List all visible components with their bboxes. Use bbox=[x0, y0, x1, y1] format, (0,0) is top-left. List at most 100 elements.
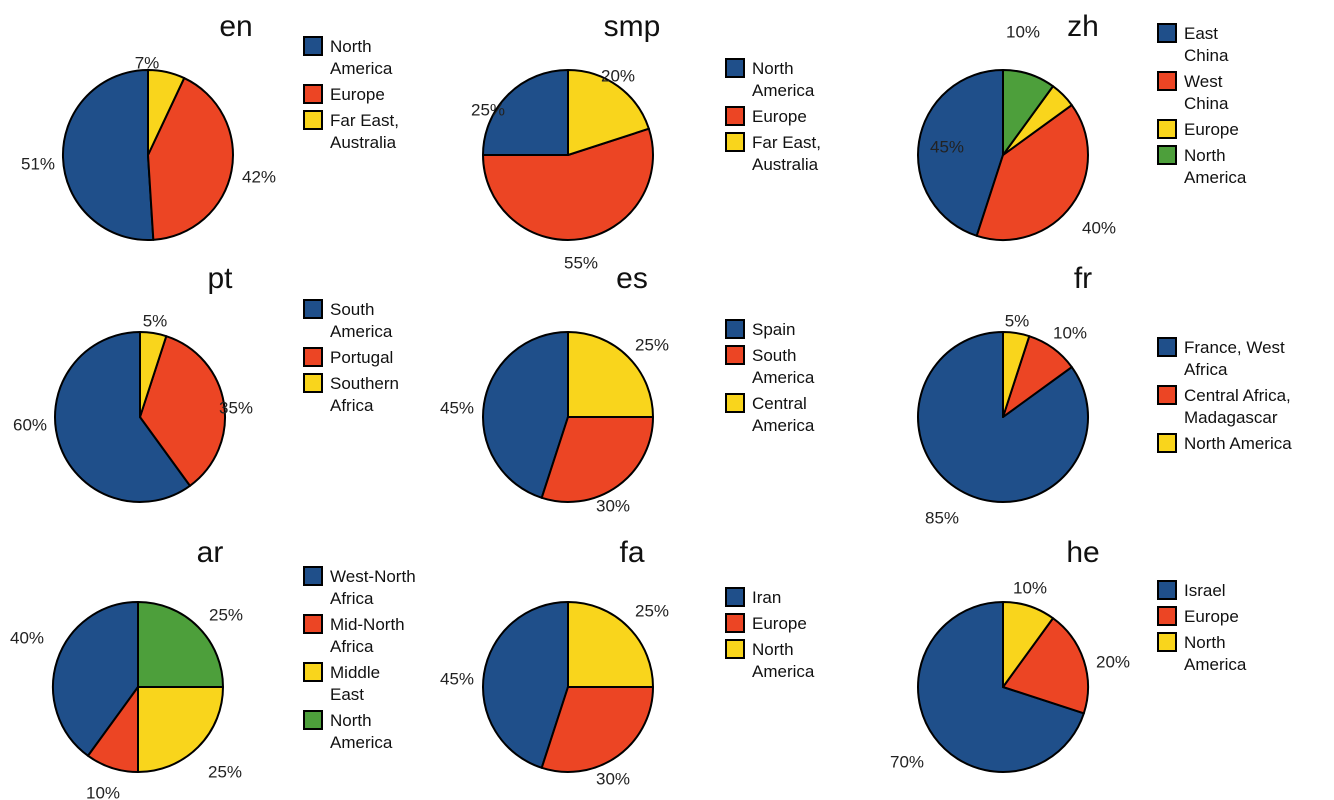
slice-percent-label: 40% bbox=[1082, 218, 1116, 237]
slice-percent-label: 45% bbox=[930, 137, 964, 156]
legend-label: North bbox=[752, 640, 794, 659]
slice-percent-label: 55% bbox=[564, 253, 598, 272]
pie-panel-he: he 70% 20% 10% Israel Europe North America bbox=[890, 536, 1247, 773]
slice-percent-label: 85% bbox=[925, 508, 959, 527]
pie-title: smp bbox=[604, 10, 661, 43]
slice-percent-label: 25% bbox=[208, 762, 242, 781]
pie-slice bbox=[975, 104, 1090, 241]
legend-label: America bbox=[752, 368, 815, 387]
legend-label: Central Africa, bbox=[1184, 386, 1291, 405]
legend-swatch bbox=[725, 132, 745, 152]
legend-label: Europe bbox=[330, 85, 385, 104]
legend-label: Spain bbox=[752, 320, 795, 339]
slice-percent-label: 10% bbox=[86, 783, 120, 800]
pie-slice bbox=[52, 601, 139, 757]
legend-swatch bbox=[725, 639, 745, 659]
slice-percent-label: 70% bbox=[890, 752, 924, 771]
slice-percent-label: 25% bbox=[635, 601, 669, 620]
pie-slice bbox=[1002, 331, 1031, 418]
legend-label: America bbox=[752, 81, 815, 100]
legend-label: Mid-North bbox=[330, 615, 405, 634]
slice-percent-label: 51% bbox=[21, 154, 55, 173]
legend-swatch bbox=[725, 319, 745, 339]
legend-label: Africa bbox=[1184, 360, 1228, 379]
legend-label: North bbox=[1184, 146, 1226, 165]
legend-swatch bbox=[1157, 119, 1177, 139]
pie-panel-fr: fr 85% 10% 5% France, West Africa Central Afri… bbox=[917, 262, 1292, 527]
legend-swatch bbox=[1157, 23, 1177, 43]
pie-slice bbox=[482, 601, 569, 769]
legend-swatch bbox=[1157, 385, 1177, 405]
pie-panel-fa: fa 45% 30% 25% Iran Europe North America bbox=[440, 536, 815, 789]
slice-percent-label: 10% bbox=[1006, 22, 1040, 41]
legend-label: China bbox=[1184, 94, 1229, 113]
pie-title: es bbox=[616, 262, 648, 295]
pie-panel-zh: zh45%40%5%10%EastChinaWestChinaEuropeNor… bbox=[917, 10, 1247, 241]
slice-percent-label: 25% bbox=[635, 335, 669, 354]
pie-title: en bbox=[219, 10, 252, 43]
legend-swatch bbox=[1157, 580, 1177, 600]
legend-label: Africa bbox=[330, 396, 374, 415]
legend-label: China bbox=[1184, 46, 1229, 65]
pie-slice bbox=[137, 686, 224, 773]
legend-label: America bbox=[1184, 655, 1247, 674]
pie-slice bbox=[540, 416, 654, 503]
pie-panel-es: es 45% 30% 25% Spain South America Central Ameri… bbox=[440, 262, 815, 516]
legend-label: Portugal bbox=[330, 348, 393, 367]
slice-percent-label: 42% bbox=[242, 167, 276, 186]
legend-label: Middle bbox=[330, 663, 380, 682]
pie-slice bbox=[567, 69, 650, 156]
legend-label: Israel bbox=[1184, 581, 1226, 600]
legend-swatch bbox=[303, 36, 323, 56]
legend-label: West bbox=[1184, 72, 1223, 91]
pie-title: he bbox=[1066, 536, 1099, 569]
legend-label: America bbox=[1184, 168, 1247, 187]
pie-panel-en: en 51% 42% 7% North America Europe Far East, Aus… bbox=[21, 10, 399, 241]
legend-label: South bbox=[330, 300, 374, 319]
pie-title: zh bbox=[1067, 10, 1099, 43]
pie-slice bbox=[1002, 617, 1089, 715]
legend-label: Europe bbox=[752, 614, 807, 633]
legend-label: Central bbox=[752, 394, 807, 413]
pie-title: fa bbox=[619, 536, 644, 569]
slice-percent-label: 25% bbox=[209, 605, 243, 624]
pie-panel-smp: smp 25% 55% 20% North America Europe Far East, A… bbox=[471, 10, 821, 273]
legend-label: North bbox=[752, 59, 794, 78]
slice-percent-label: 30% bbox=[596, 496, 630, 515]
pie-slice bbox=[54, 331, 191, 503]
pie-slice bbox=[147, 69, 186, 156]
slice-percent-label: 20% bbox=[1096, 652, 1130, 671]
legend-label: North bbox=[330, 711, 372, 730]
legend-swatch bbox=[725, 587, 745, 607]
pie-slice bbox=[62, 69, 155, 241]
legend-swatch bbox=[303, 566, 323, 586]
pie-slice bbox=[1002, 69, 1054, 156]
legend-swatch bbox=[1157, 433, 1177, 453]
pie-panel-ar: ar 40% 10% 25% 25% West-North Africa Mid-North A… bbox=[10, 536, 416, 800]
pie-slice bbox=[567, 601, 654, 688]
legend-label: America bbox=[752, 416, 815, 435]
legend-label: America bbox=[330, 733, 393, 752]
legend-label: West-North bbox=[330, 567, 416, 586]
pie-title: pt bbox=[207, 262, 233, 295]
pie-slice bbox=[147, 77, 234, 241]
legend-label: Africa bbox=[330, 589, 374, 608]
legend-label: South bbox=[752, 346, 796, 365]
legend-swatch bbox=[725, 613, 745, 633]
slice-percent-label: 35% bbox=[219, 398, 253, 417]
slice-percent-label: 10% bbox=[1053, 323, 1087, 342]
legend-label: Africa bbox=[330, 637, 374, 656]
legend-swatch bbox=[303, 299, 323, 319]
pie-title: ar bbox=[197, 536, 224, 569]
legend-label: America bbox=[330, 322, 393, 341]
legend-label: America bbox=[330, 59, 393, 78]
legend-label: North bbox=[1184, 633, 1226, 652]
slice-percent-label: 30% bbox=[596, 769, 630, 788]
pie-slice bbox=[1002, 601, 1054, 688]
legend-swatch bbox=[303, 710, 323, 730]
pie-slice bbox=[567, 331, 654, 418]
slice-percent-label: 5% bbox=[1005, 311, 1030, 330]
legend-label: America bbox=[752, 662, 815, 681]
legend-swatch bbox=[303, 347, 323, 367]
legend-swatch bbox=[725, 106, 745, 126]
